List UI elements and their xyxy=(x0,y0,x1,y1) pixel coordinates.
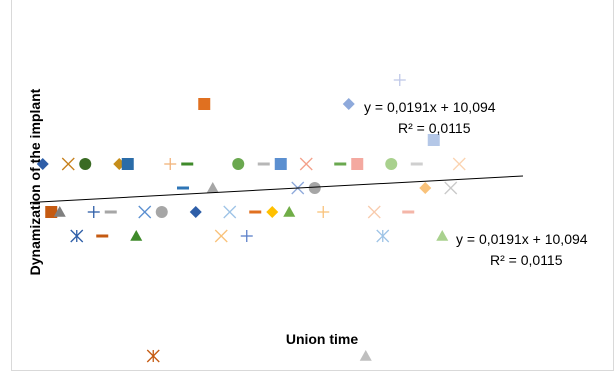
data-point-dash xyxy=(410,162,423,166)
trendline-r2-2: R² = 0,0115 xyxy=(490,252,563,268)
data-point-plus xyxy=(87,206,100,218)
data-point-diamond xyxy=(266,206,279,218)
data-point-triangle xyxy=(359,350,372,361)
data-point-square xyxy=(198,98,211,110)
data-point-dash xyxy=(249,210,262,214)
data-point-dash xyxy=(177,186,189,190)
data-point-circle xyxy=(155,206,168,218)
data-point-asterisk xyxy=(146,349,160,363)
data-point-x xyxy=(214,229,228,243)
data-point-plus xyxy=(317,206,330,218)
data-point-triangle xyxy=(283,206,296,217)
data-point-x xyxy=(223,205,237,219)
trendline xyxy=(29,175,524,203)
data-point-x xyxy=(452,157,466,171)
data-point-square xyxy=(45,206,58,218)
data-point-plus xyxy=(240,230,253,242)
data-point-plus xyxy=(164,158,177,170)
data-point-circle xyxy=(232,158,245,170)
data-point-circle xyxy=(385,158,398,170)
data-point-circle xyxy=(79,158,92,170)
data-point-x xyxy=(444,181,458,195)
trendline-r2: R² = 0,0115 xyxy=(398,120,471,136)
trendline-equation-2: y = 0,0191x + 10,094 xyxy=(456,231,588,247)
data-point-asterisk xyxy=(70,229,84,243)
data-point-triangle xyxy=(53,206,66,217)
data-point-dash xyxy=(402,210,415,214)
data-point-asterisk xyxy=(376,229,390,243)
data-point-plus xyxy=(393,74,406,86)
data-point-x xyxy=(61,157,75,171)
chart-border xyxy=(11,0,614,371)
data-point-diamond xyxy=(419,182,432,194)
data-point-dash xyxy=(104,210,117,214)
data-point-x xyxy=(299,157,313,171)
data-point-x xyxy=(138,205,152,219)
data-point-dash xyxy=(257,162,270,166)
data-point-diamond xyxy=(342,98,355,110)
data-point-x xyxy=(367,205,381,219)
y-axis-label: Dynamization of the implant xyxy=(27,88,43,275)
trendline-equation: y = 0,0191x + 10,094 xyxy=(364,99,496,115)
data-point-triangle xyxy=(130,230,143,241)
data-point-square xyxy=(351,158,364,170)
data-point-square xyxy=(427,134,440,146)
data-points xyxy=(36,74,466,363)
data-point-square xyxy=(121,158,134,170)
data-point-diamond xyxy=(189,206,202,218)
data-point-triangle xyxy=(436,230,449,241)
data-point-dash xyxy=(96,234,109,238)
data-point-dash xyxy=(334,162,347,166)
data-point-square xyxy=(274,158,287,170)
data-point-diamond xyxy=(36,158,49,170)
x-axis-label: Union time xyxy=(286,331,359,347)
data-point-triangle xyxy=(206,182,219,193)
data-point-circle xyxy=(308,182,321,194)
data-point-dash xyxy=(181,162,194,166)
